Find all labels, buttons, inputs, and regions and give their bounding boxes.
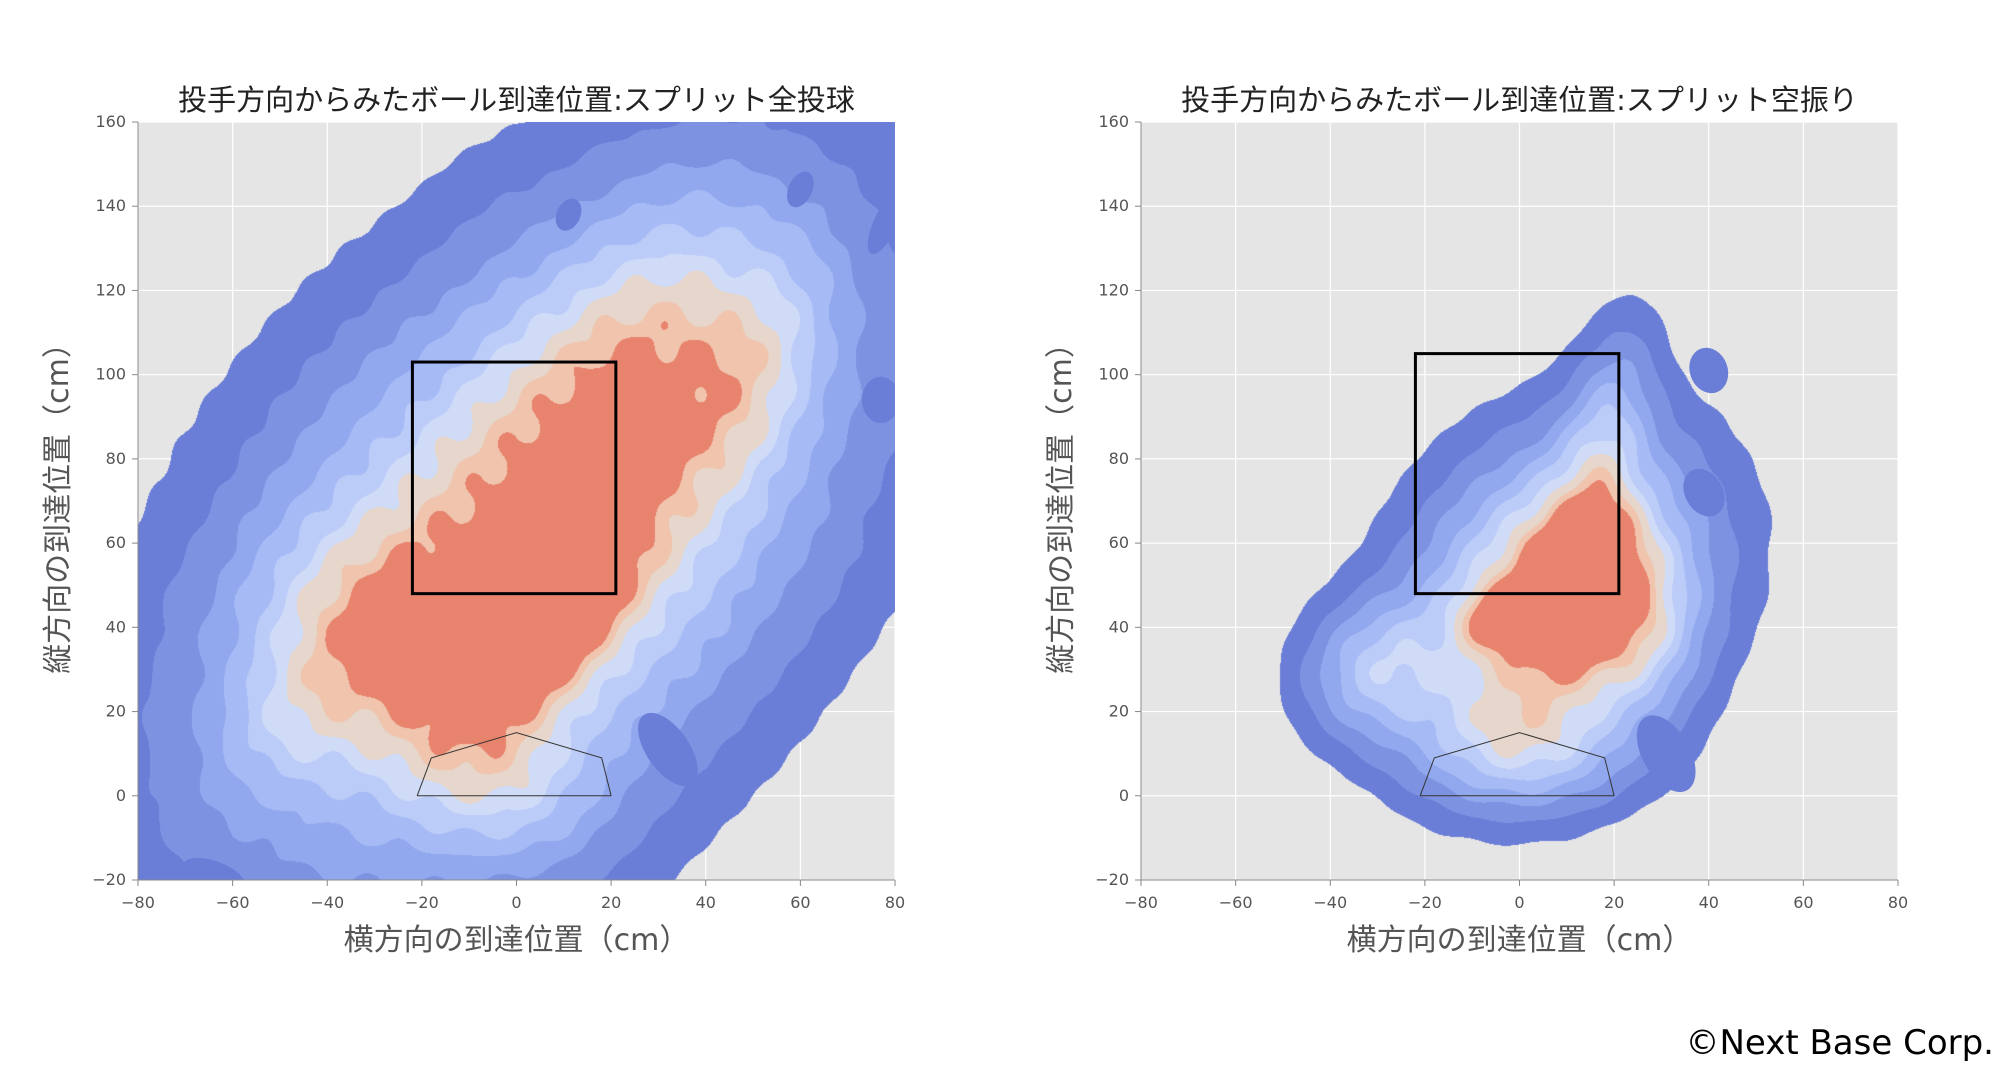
y-tick-label: 20 <box>106 702 126 721</box>
x-tick-label: −60 <box>216 893 250 912</box>
home-plate-outline <box>416 732 612 796</box>
y-tick-label: 0 <box>1119 786 1129 805</box>
y-tick-label: 140 <box>95 196 126 215</box>
x-axis-label: 横方向の到達位置（cm） <box>344 923 690 958</box>
x-tick-label: 20 <box>1604 893 1624 912</box>
y-axis-label: 縦方向の到達位置（cm） <box>41 328 76 674</box>
x-axis-label: 横方向の到達位置（cm） <box>1347 923 1693 958</box>
y-tick-label: −20 <box>92 870 126 889</box>
density-island <box>867 192 895 255</box>
density-island <box>555 198 582 231</box>
density-island <box>861 376 895 424</box>
y-tick-label: 80 <box>106 449 126 468</box>
chart-panel-2: −80 −60 −40 −20 0 20 40 60 80 −20 0 20 40 60 80 100 120 1… <box>1044 83 1908 958</box>
x-tick-label: −80 <box>121 893 155 912</box>
density-islands <box>1636 347 1729 793</box>
x-tick-label: −60 <box>1219 893 1253 912</box>
y-tick-label: 40 <box>106 617 126 636</box>
density-island <box>764 122 789 131</box>
x-tick-label: −80 <box>1124 893 1158 912</box>
y-tick-label: −20 <box>1095 870 1129 889</box>
chart-title: 投手方向からみたボール到達位置:スプリット空振り <box>1181 83 1858 117</box>
y-tick-label: 80 <box>1109 449 1129 468</box>
y-tick-label: 160 <box>1098 112 1129 131</box>
density-contours <box>1141 122 1898 880</box>
strike-zone-box <box>1413 352 1621 596</box>
x-tick-label: 80 <box>885 893 905 912</box>
chart-title: 投手方向からみたボール到達位置:スプリット全投球 <box>178 83 855 117</box>
density-islands <box>182 122 895 880</box>
y-tick-label: 140 <box>1098 196 1129 215</box>
y-tick-label: 100 <box>95 365 126 384</box>
x-tick-label: 60 <box>790 893 810 912</box>
x-tick-label: 40 <box>1699 893 1719 912</box>
y-tick-label: 120 <box>1098 280 1129 299</box>
y-axis-label: 縦方向の到達位置（cm） <box>1044 328 1079 674</box>
y-tick-label: 100 <box>1098 365 1129 384</box>
y-tick-label: 120 <box>95 280 126 299</box>
copyright-credit: ©Next Base Corp. <box>1685 1023 1994 1063</box>
chart-panel-1: −80 −60 −40 −20 0 20 40 60 80 −20 0 20 40 60 80 100 120 1… <box>41 83 905 958</box>
density-island <box>1689 347 1729 394</box>
x-tick-label: 80 <box>1888 893 1908 912</box>
density-island <box>786 171 814 208</box>
y-tick-label: 160 <box>95 112 126 131</box>
density-island <box>1683 468 1725 517</box>
home-plate-outline <box>1419 732 1615 796</box>
density-island <box>638 712 698 787</box>
x-tick-label: 0 <box>1514 893 1524 912</box>
x-tick-label: −20 <box>405 893 439 912</box>
x-tick-label: 20 <box>601 893 621 912</box>
x-tick-label: −40 <box>1313 893 1347 912</box>
density-island <box>182 857 246 880</box>
strike-zone-box <box>410 360 618 596</box>
y-tick-label: 40 <box>1109 617 1129 636</box>
y-tick-label: 20 <box>1109 702 1129 721</box>
x-tick-label: 40 <box>696 893 716 912</box>
density-contours <box>138 122 895 880</box>
x-tick-label: −40 <box>310 893 344 912</box>
y-tick-label: 60 <box>106 533 126 552</box>
x-tick-label: 60 <box>1793 893 1813 912</box>
x-tick-label: −20 <box>1408 893 1442 912</box>
y-tick-label: 0 <box>116 786 126 805</box>
x-tick-label: 0 <box>511 893 521 912</box>
density-island <box>1636 715 1696 793</box>
y-tick-label: 60 <box>1109 533 1129 552</box>
